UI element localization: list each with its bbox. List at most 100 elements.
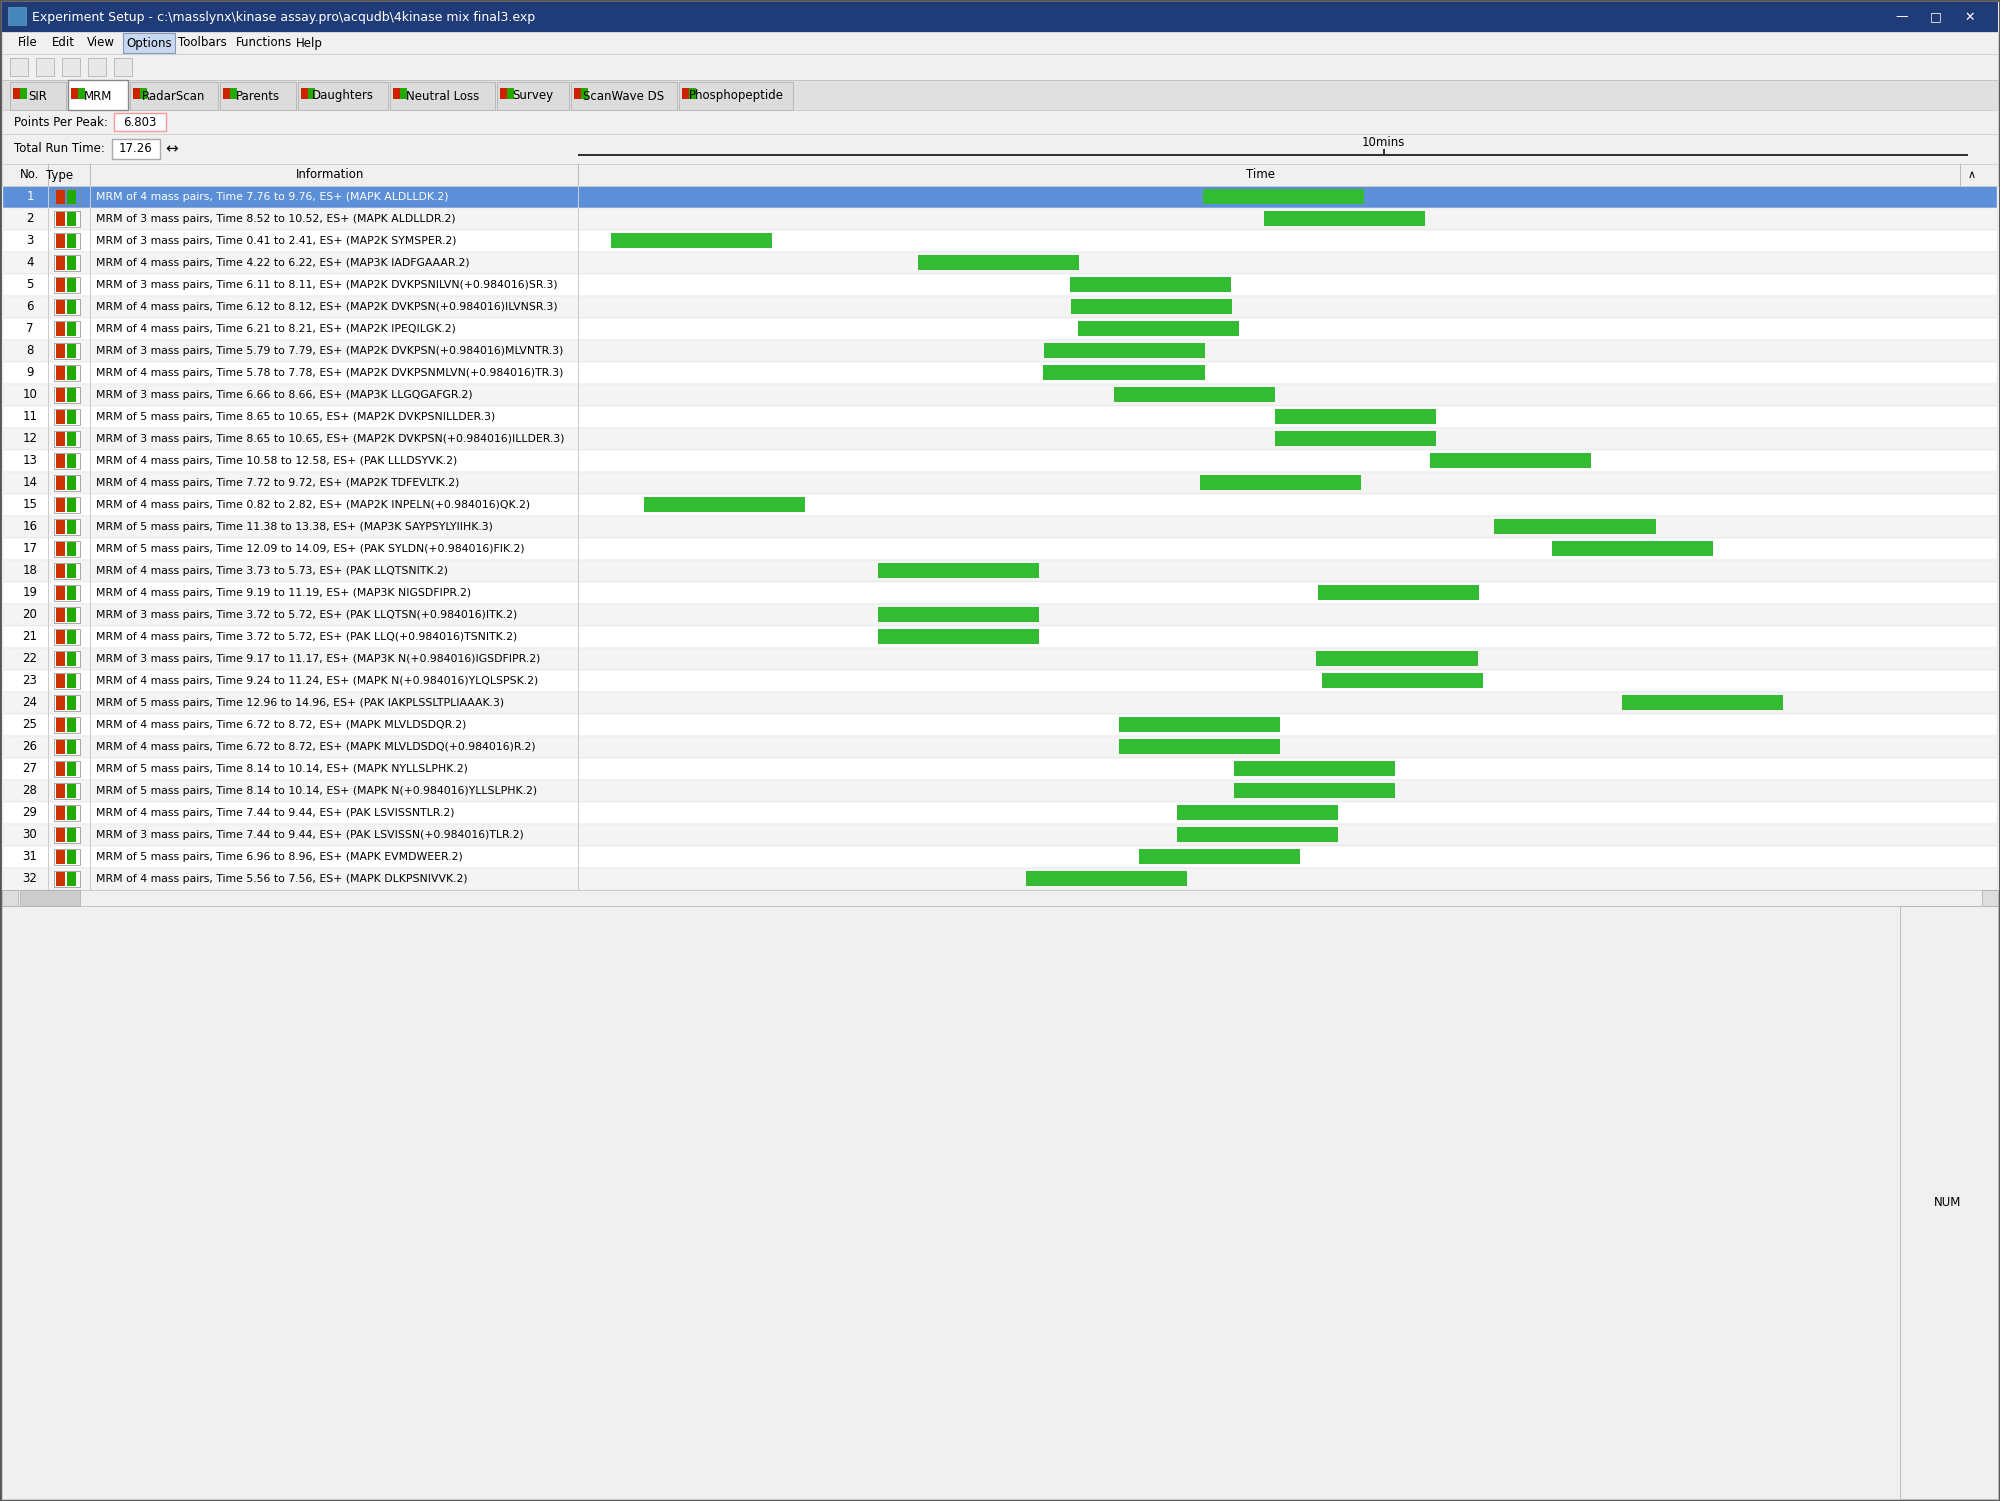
Bar [56, 674, 64, 687]
Text: MRM of 3 mass pairs, Time 6.66 to 8.66, ES+ (MAP3K LLGQGAFGR.2): MRM of 3 mass pairs, Time 6.66 to 8.66, … [96, 390, 472, 399]
Bar [72, 89, 78, 99]
Bar [4, 186, 1996, 209]
Text: 6.803: 6.803 [124, 116, 156, 129]
Bar [1070, 278, 1232, 293]
Text: RadarScan: RadarScan [142, 90, 206, 102]
Bar [56, 784, 64, 799]
Bar [10, 83, 66, 110]
Text: MRM of 3 mass pairs, Time 3.72 to 5.72, ES+ (PAK LLQTSN(+0.984016)ITK.2): MRM of 3 mass pairs, Time 3.72 to 5.72, … [96, 609, 518, 620]
Bar [78, 89, 84, 99]
Bar [1026, 871, 1186, 886]
Text: 26: 26 [22, 740, 38, 754]
Text: NUM: NUM [1934, 1196, 1962, 1208]
Bar [878, 629, 1038, 644]
Bar [112, 140, 160, 159]
Bar [56, 806, 64, 820]
Bar [4, 428, 1996, 450]
Bar [124, 33, 176, 53]
Text: 11: 11 [22, 410, 38, 423]
Bar [68, 323, 76, 336]
Bar [56, 476, 64, 489]
Bar [4, 230, 1996, 252]
Bar [574, 89, 580, 99]
Bar [56, 278, 64, 293]
Bar [56, 630, 64, 644]
Bar [68, 212, 76, 227]
Bar [56, 651, 64, 666]
Bar [1120, 738, 1280, 754]
Bar [20, 89, 28, 99]
Bar [4, 296, 1996, 318]
Text: ↔: ↔ [166, 141, 178, 156]
Bar [4, 362, 1996, 384]
Text: Help: Help [296, 36, 322, 50]
Bar [4, 868, 1996, 890]
Text: 23: 23 [22, 674, 38, 687]
Bar [88, 59, 106, 77]
Text: MRM of 4 mass pairs, Time 9.19 to 11.19, ES+ (MAP3K NIGSDFIPR.2): MRM of 4 mass pairs, Time 9.19 to 11.19,… [96, 588, 472, 597]
Bar [68, 387, 76, 402]
Text: 13: 13 [22, 455, 38, 467]
Bar [68, 257, 76, 270]
Bar [54, 344, 80, 359]
Bar [56, 850, 64, 865]
Bar [56, 234, 64, 248]
Bar [2, 164, 1998, 186]
Bar [4, 209, 1996, 230]
Text: 20: 20 [22, 608, 38, 621]
Bar [2, 32, 1998, 54]
Bar [56, 564, 64, 578]
Bar [4, 450, 1996, 471]
Bar [1274, 431, 1436, 446]
Bar [1622, 695, 1782, 710]
Bar [918, 255, 1078, 270]
Bar [1234, 784, 1394, 799]
Bar [4, 582, 1996, 603]
Text: ScanWave DS: ScanWave DS [584, 90, 664, 102]
Bar [68, 829, 76, 842]
Bar [68, 630, 76, 644]
Text: Information: Information [296, 168, 364, 182]
Bar [54, 651, 80, 666]
Bar [1494, 519, 1656, 534]
Bar [54, 474, 80, 491]
Text: MRM of 4 mass pairs, Time 6.72 to 8.72, ES+ (MAPK MLVLDSDQ(+0.984016)R.2): MRM of 4 mass pairs, Time 6.72 to 8.72, … [96, 741, 536, 752]
Text: 29: 29 [22, 806, 38, 820]
Text: Time: Time [1246, 168, 1274, 182]
Bar [54, 585, 80, 600]
Bar [2, 890, 1998, 907]
Text: 14: 14 [22, 476, 38, 489]
Bar [54, 212, 80, 227]
Bar [4, 603, 1996, 626]
Bar [68, 740, 76, 754]
Text: 31: 31 [22, 851, 38, 863]
Bar [644, 497, 806, 512]
Text: Options: Options [126, 36, 172, 50]
Text: MRM of 4 mass pairs, Time 10.58 to 12.58, ES+ (PAK LLLDSYVK.2): MRM of 4 mass pairs, Time 10.58 to 12.58… [96, 456, 458, 465]
Bar [56, 829, 64, 842]
Bar [56, 519, 64, 534]
Bar [1070, 299, 1232, 314]
Bar [54, 189, 80, 206]
Text: MRM of 5 mass pairs, Time 12.09 to 14.09, ES+ (PAK SYLDN(+0.984016)FIK.2): MRM of 5 mass pairs, Time 12.09 to 14.09… [96, 543, 524, 554]
Bar [4, 735, 1996, 758]
Bar [68, 476, 76, 489]
Bar [68, 432, 76, 446]
Bar [4, 847, 1996, 868]
Text: File: File [18, 36, 38, 50]
Text: 1: 1 [26, 191, 34, 204]
Text: Survey: Survey [512, 90, 554, 102]
Bar [4, 692, 1996, 714]
Text: MRM of 4 mass pairs, Time 5.78 to 7.78, ES+ (MAP2K DVKPSNMLVN(+0.984016)TR.3): MRM of 4 mass pairs, Time 5.78 to 7.78, … [96, 368, 564, 378]
Bar [56, 410, 64, 423]
Text: 10: 10 [22, 389, 38, 401]
Bar [1078, 321, 1240, 336]
Bar [114, 113, 166, 131]
Bar [308, 89, 316, 99]
Bar [54, 672, 80, 689]
Bar [56, 453, 64, 468]
Text: □: □ [1930, 11, 1942, 24]
Text: SIR: SIR [28, 90, 48, 102]
Text: Phosphopeptide: Phosphopeptide [688, 90, 784, 102]
Bar [54, 805, 80, 821]
